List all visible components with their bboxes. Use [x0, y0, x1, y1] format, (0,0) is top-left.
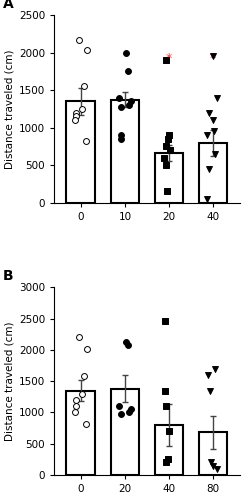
Point — [73, 116, 77, 124]
Point — [164, 458, 168, 466]
Point — [119, 135, 123, 143]
Point — [168, 146, 172, 154]
Point — [166, 456, 170, 464]
Point — [117, 94, 121, 102]
Point — [164, 142, 168, 150]
Point — [126, 68, 130, 76]
Point — [77, 334, 81, 342]
Bar — [111, 100, 139, 203]
Text: B: B — [2, 270, 13, 283]
Y-axis label: Distance traveled (cm): Distance traveled (cm) — [5, 322, 15, 441]
Point — [80, 105, 84, 113]
Point — [124, 338, 128, 345]
Bar — [66, 102, 95, 203]
Point — [207, 165, 211, 173]
Point — [129, 98, 133, 106]
Point — [163, 386, 167, 394]
Bar — [111, 388, 139, 475]
Point — [119, 102, 123, 110]
Bar — [199, 142, 227, 203]
Point — [127, 408, 131, 416]
Point — [212, 128, 216, 136]
Point — [211, 52, 215, 60]
Point — [126, 341, 130, 349]
Point — [74, 112, 78, 120]
Point — [165, 188, 169, 196]
Point — [74, 396, 78, 404]
Point — [215, 94, 219, 102]
Point — [117, 402, 121, 410]
Bar — [155, 153, 183, 203]
Point — [85, 46, 89, 54]
Point — [211, 116, 215, 124]
Point — [213, 364, 217, 372]
Point — [129, 406, 133, 413]
Point — [74, 108, 78, 116]
Point — [165, 402, 168, 410]
Point — [127, 101, 131, 109]
Point — [166, 135, 170, 143]
Point — [82, 82, 86, 90]
Point — [165, 56, 168, 64]
Point — [84, 137, 88, 145]
Point — [215, 464, 219, 472]
Point — [119, 131, 123, 139]
Point — [77, 36, 81, 44]
Text: A: A — [2, 0, 13, 11]
Point — [80, 390, 84, 398]
Point — [206, 371, 210, 379]
Point — [84, 420, 88, 428]
Point — [163, 317, 167, 325]
Point — [206, 195, 209, 203]
Point — [205, 131, 209, 139]
Point — [124, 48, 128, 56]
Point — [208, 386, 212, 394]
Point — [74, 402, 78, 410]
Text: *: * — [166, 52, 172, 65]
Point — [211, 462, 215, 469]
Point — [167, 427, 171, 435]
Point — [207, 108, 211, 116]
Text: *: * — [210, 52, 216, 65]
Point — [213, 150, 217, 158]
Point — [82, 372, 86, 380]
Bar — [199, 432, 227, 475]
Point — [85, 344, 89, 352]
Bar — [155, 425, 183, 475]
Point — [119, 410, 123, 418]
Point — [164, 161, 168, 169]
Y-axis label: Distance traveled (cm): Distance traveled (cm) — [5, 49, 15, 168]
Point — [209, 458, 213, 466]
Point — [162, 154, 166, 162]
Bar — [66, 390, 95, 475]
Point — [73, 408, 77, 416]
Point — [167, 131, 171, 139]
